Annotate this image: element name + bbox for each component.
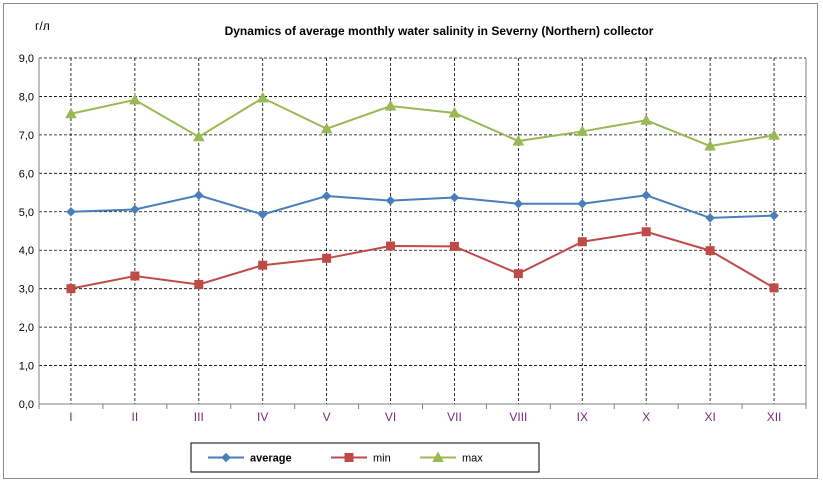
tick-layer: 0,01,02,03,04,05,06,07,08,09,0I II III IV V V… [19,53,807,424]
legend-item-min: min [331,453,391,465]
data-point-min [769,283,779,293]
data-point-average [705,213,715,223]
legend-swatch-marker [221,452,231,463]
series-layer [65,91,780,294]
x-tick-label: I [69,410,72,424]
data-point-max [65,107,77,119]
x-tick-label: VII [447,410,462,424]
data-point-max [384,100,397,111]
x-tick-label: IV [257,410,268,424]
data-point-average [66,207,76,217]
y-tick-label: 8,0 [19,91,34,103]
x-tick-label: VIII [509,410,527,424]
data-point-max [576,125,589,136]
y-tick-label: 7,0 [19,130,34,142]
chart-svg: Dynamics of average monthly water salini… [19,19,807,473]
y-tick-label: 4,0 [19,245,34,257]
data-point-min [194,279,204,289]
data-point-average [513,198,524,209]
y-tick-label: 6,0 [19,168,34,180]
data-point-max [640,114,653,125]
data-point-average [641,190,651,200]
x-tick-label: V [323,410,331,424]
x-tick-label: III [194,410,204,424]
series-max [65,91,780,151]
legend-item-max: max [420,451,483,465]
data-point-min [641,227,651,237]
series-line-average [70,194,775,219]
legend-item-average: average [208,453,292,465]
data-point-min [258,260,268,270]
legend: average min max [190,442,540,473]
data-point-min [130,271,140,281]
data-point-max [256,91,269,103]
y-tick-label: 3,0 [19,284,34,296]
data-point-average [194,190,204,200]
data-point-max [320,122,333,134]
data-point-min [577,237,587,247]
series-average [66,190,779,223]
data-point-max [512,135,525,146]
data-point-average [769,210,779,221]
data-point-average [577,198,587,209]
x-tick-label: IX [577,410,588,424]
data-point-average [258,209,268,220]
data-point-max [768,129,780,140]
legend-label: min [373,453,391,465]
x-tick-label: VI [385,410,396,424]
x-tick-label: XII [767,410,782,424]
data-point-average [321,191,332,201]
data-point-max [704,140,716,151]
x-tick-label: XI [704,410,715,424]
legend-box [190,442,540,473]
chart-title: Dynamics of average monthly water salini… [225,24,654,38]
data-point-max [448,106,461,118]
data-point-min [513,269,523,279]
data-point-min [66,284,76,294]
data-point-average [449,192,460,203]
plot-area [39,58,806,404]
data-point-min [449,241,459,251]
legend-swatch-marker [432,451,444,462]
y-tick-label: 1,0 [19,361,34,373]
data-point-min [386,241,396,251]
x-tick-label: II [132,410,139,424]
chart-frame: Dynamics of average monthly water salini… [3,3,818,479]
series-min [66,227,779,294]
data-point-max [192,130,205,142]
y-tick-label: 9,0 [19,53,34,65]
data-point-min [705,246,715,256]
y-axis-unit-label: г/л [35,19,50,33]
series-line-min [70,230,775,290]
legend-label: average [250,453,292,465]
y-tick-label: 5,0 [19,207,34,219]
x-tick-label: X [642,410,650,424]
data-point-average [130,204,140,215]
data-point-min [322,253,332,263]
series-line-max [70,96,775,148]
data-point-average [385,195,396,206]
legend-swatch-marker [344,453,354,462]
data-point-max [129,93,141,105]
y-tick-label: 0,0 [19,399,34,411]
legend-label: max [462,453,483,465]
y-tick-label: 2,0 [19,322,34,334]
